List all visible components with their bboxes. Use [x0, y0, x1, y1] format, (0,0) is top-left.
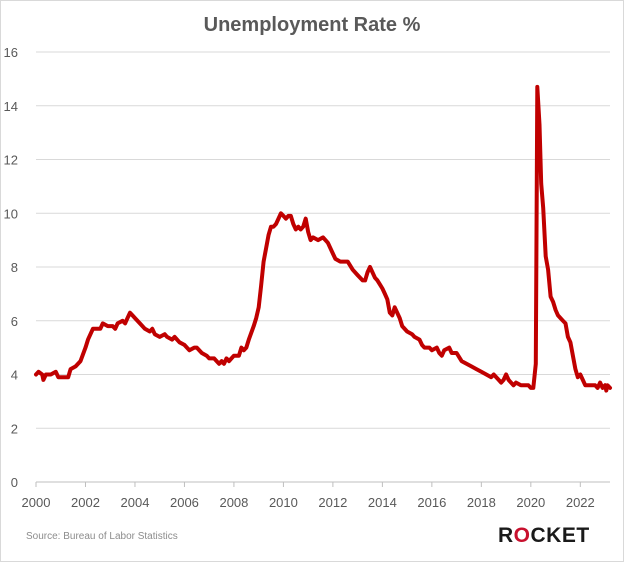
y-tick-label: 2 [11, 421, 18, 436]
y-tick-label: 4 [11, 368, 18, 383]
y-tick-label: 14 [4, 99, 18, 114]
x-tick-label: 2022 [566, 495, 595, 510]
x-tick-label: 2016 [417, 495, 446, 510]
chart-title: Unemployment Rate % [203, 14, 421, 36]
x-tick-label: 2012 [318, 495, 347, 510]
tick-labels: 0 2 4 6 8 10 12 14 16 2000 2002 2004 2006 2008 2010 201… [4, 45, 595, 510]
source-note: Source: Bureau of Labor Statistics [26, 531, 178, 542]
y-tick-label: 12 [4, 153, 18, 168]
series-line-unemployment-rate [34, 84, 612, 393]
x-tick-label: 2014 [368, 495, 397, 510]
x-tick-label: 2010 [269, 495, 298, 510]
y-tick-label: 6 [11, 314, 18, 329]
x-tick-label: 2004 [121, 495, 150, 510]
grid-lines [36, 51, 610, 429]
x-tick-label: 2002 [71, 495, 100, 510]
y-tick-label: 8 [11, 260, 18, 275]
y-tick-label: 0 [11, 475, 18, 490]
logo-letter-o: O [513, 524, 531, 547]
y-tick-label: 10 [4, 206, 18, 221]
y-tick-label: 16 [4, 45, 18, 60]
logo-letter-rest: CKET [530, 524, 590, 547]
x-tick-label: 2008 [219, 495, 248, 510]
x-tick-label: 2018 [467, 495, 496, 510]
logo-letter-r: R [498, 524, 514, 547]
series-group [34, 84, 612, 393]
x-tick-label: 2020 [516, 495, 545, 510]
x-tick-label: 2000 [22, 495, 51, 510]
rocket-logo: ROCKET [498, 524, 590, 548]
x-tick-label: 2006 [170, 495, 199, 510]
axes [35, 481, 610, 487]
